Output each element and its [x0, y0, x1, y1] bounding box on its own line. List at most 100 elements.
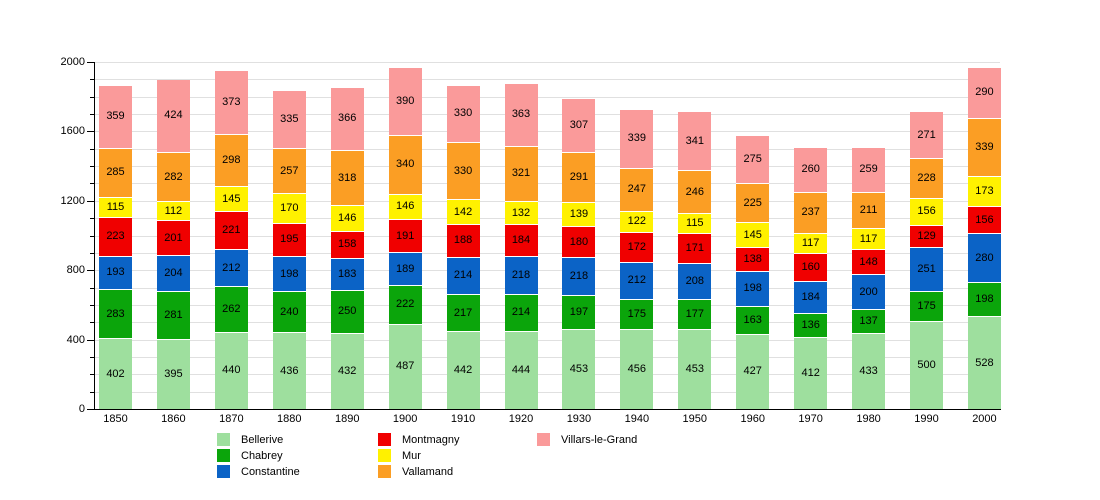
- y-axis-line: [94, 62, 95, 410]
- bar-segment-villars-le-grand: 373: [214, 70, 248, 136]
- bar-segment-constantine: 251: [910, 248, 944, 292]
- bar-segment-montmagny: 148: [852, 249, 886, 276]
- bar-segment-montmagny: 138: [736, 248, 770, 273]
- segment-value-label: 212: [627, 274, 647, 287]
- segment-value-label: 191: [395, 229, 415, 242]
- segment-value-label: 271: [917, 128, 936, 141]
- x-axis-label: 1860: [161, 413, 186, 425]
- bar-segment-mur: 146: [388, 194, 422, 221]
- segment-value-label: 214: [453, 269, 473, 282]
- bar-segment-villars-le-grand: 259: [852, 147, 886, 193]
- x-axis-label: 1880: [277, 413, 302, 425]
- bar-segment-mur: 115: [99, 198, 132, 218]
- y-axis-minor-tick: [90, 356, 94, 358]
- bar-segment-chabrey: 217: [446, 294, 480, 333]
- x-axis-label: 1980: [856, 413, 881, 425]
- bar-segment-chabrey: 281: [156, 291, 190, 341]
- bar-segment-vallamand: 321: [504, 146, 538, 203]
- segment-value-label: 330: [453, 107, 473, 120]
- bar-segment-montmagny: 188: [446, 224, 480, 258]
- segment-value-label: 173: [975, 185, 994, 198]
- bar-segment-bellerive: 432: [330, 334, 364, 409]
- bar-segment-villars-le-grand: 339: [620, 110, 654, 169]
- segment-value-label: 212: [222, 261, 241, 274]
- segment-value-label: 208: [685, 274, 704, 287]
- segment-value-label: 436: [280, 364, 299, 377]
- segment-value-label: 156: [975, 213, 994, 226]
- legend-item-chabrey: Chabrey: [217, 449, 283, 462]
- bar-segment-chabrey: 250: [330, 290, 364, 335]
- segment-value-label: 282: [164, 170, 183, 183]
- bar-1930: 453 197 218 180 139 291 307: [562, 62, 596, 409]
- bar-segment-mur: 139: [562, 203, 596, 228]
- legend-label: Bellerive: [241, 433, 284, 446]
- segment-value-label: 214: [511, 306, 531, 319]
- legend-label: Villars-le-Grand: [561, 433, 638, 446]
- segment-value-label: 432: [338, 365, 357, 378]
- segment-value-label: 275: [743, 153, 762, 166]
- x-axis-label: 1900: [392, 413, 418, 425]
- bar-segment-mur: 145: [214, 186, 248, 213]
- bar-segment-mur: 122: [620, 211, 654, 233]
- segment-value-label: 145: [743, 228, 762, 241]
- y-axis-major-tick: [87, 409, 94, 410]
- segment-value-label: 112: [164, 204, 183, 217]
- y-axis-major-tick: [87, 62, 94, 63]
- bar-segment-constantine: 280: [967, 234, 1001, 284]
- segment-value-label: 281: [164, 309, 183, 322]
- segment-value-label: 145: [222, 192, 241, 205]
- segment-value-label: 200: [859, 285, 878, 298]
- bar-segment-vallamand: 291: [562, 152, 596, 204]
- y-axis-minor-tick: [90, 235, 94, 237]
- segment-value-label: 500: [917, 359, 936, 372]
- segment-value-label: 442: [453, 364, 473, 377]
- legend-label: Montmagny: [402, 433, 460, 446]
- bar-segment-chabrey: 222: [388, 286, 422, 325]
- segment-value-label: 339: [627, 132, 647, 145]
- bar-segment-vallamand: 330: [446, 143, 480, 201]
- y-axis-minor-tick: [90, 114, 94, 116]
- legend-label: Vallamand: [402, 465, 454, 478]
- segment-value-label: 117: [859, 232, 878, 245]
- gridline: [95, 252, 1000, 254]
- bar-segment-chabrey: 214: [504, 294, 538, 332]
- segment-value-label: 142: [453, 205, 473, 218]
- bar-segment-bellerive: 412: [794, 337, 828, 409]
- legend-swatch-villars-le-grand: [537, 433, 550, 446]
- bar-1950: 453 177 208 171 115 246 341: [678, 62, 712, 409]
- segment-value-label: 122: [627, 215, 647, 228]
- bar-segment-mur: 117: [852, 229, 886, 250]
- y-axis-minor-tick: [90, 252, 94, 254]
- gridline: [95, 304, 1000, 306]
- bar-segment-bellerive: 528: [967, 317, 1001, 409]
- y-axis-label: 400: [66, 333, 85, 346]
- segment-value-label: 160: [801, 261, 820, 274]
- bar-segment-mur: 142: [446, 200, 480, 225]
- bar-segment-constantine: 189: [388, 253, 422, 286]
- segment-value-label: 195: [280, 233, 299, 246]
- bar-segment-montmagny: 201: [156, 221, 190, 257]
- bar-segment-vallamand: 228: [910, 159, 944, 199]
- segment-value-label: 156: [917, 205, 936, 218]
- gridline: [95, 79, 1000, 81]
- bar-segment-chabrey: 137: [852, 310, 886, 334]
- bar-segment-vallamand: 298: [214, 135, 248, 187]
- bar-segment-montmagny: 221: [214, 212, 248, 251]
- x-axis-label: 1940: [624, 413, 650, 425]
- bar-segment-villars-le-grand: 260: [794, 147, 828, 193]
- bar-segment-chabrey: 163: [736, 306, 770, 335]
- segment-value-label: 433: [859, 364, 878, 377]
- bar-1960: 427 163 198 138 145 225 275: [736, 62, 770, 409]
- segment-value-label: 218: [511, 268, 531, 281]
- bar-segment-mur: 170: [272, 194, 306, 224]
- gridline: [95, 374, 1000, 376]
- bar-segment-montmagny: 172: [620, 232, 654, 263]
- y-axis-major-tick: [87, 270, 94, 272]
- gridline: [95, 131, 1000, 133]
- bar-segment-villars-le-grand: 363: [504, 83, 538, 147]
- legend-swatch-montmagny: [378, 433, 391, 446]
- segment-value-label: 335: [280, 113, 299, 126]
- segment-value-label: 136: [801, 318, 820, 331]
- bar-segment-bellerive: 453: [678, 330, 712, 409]
